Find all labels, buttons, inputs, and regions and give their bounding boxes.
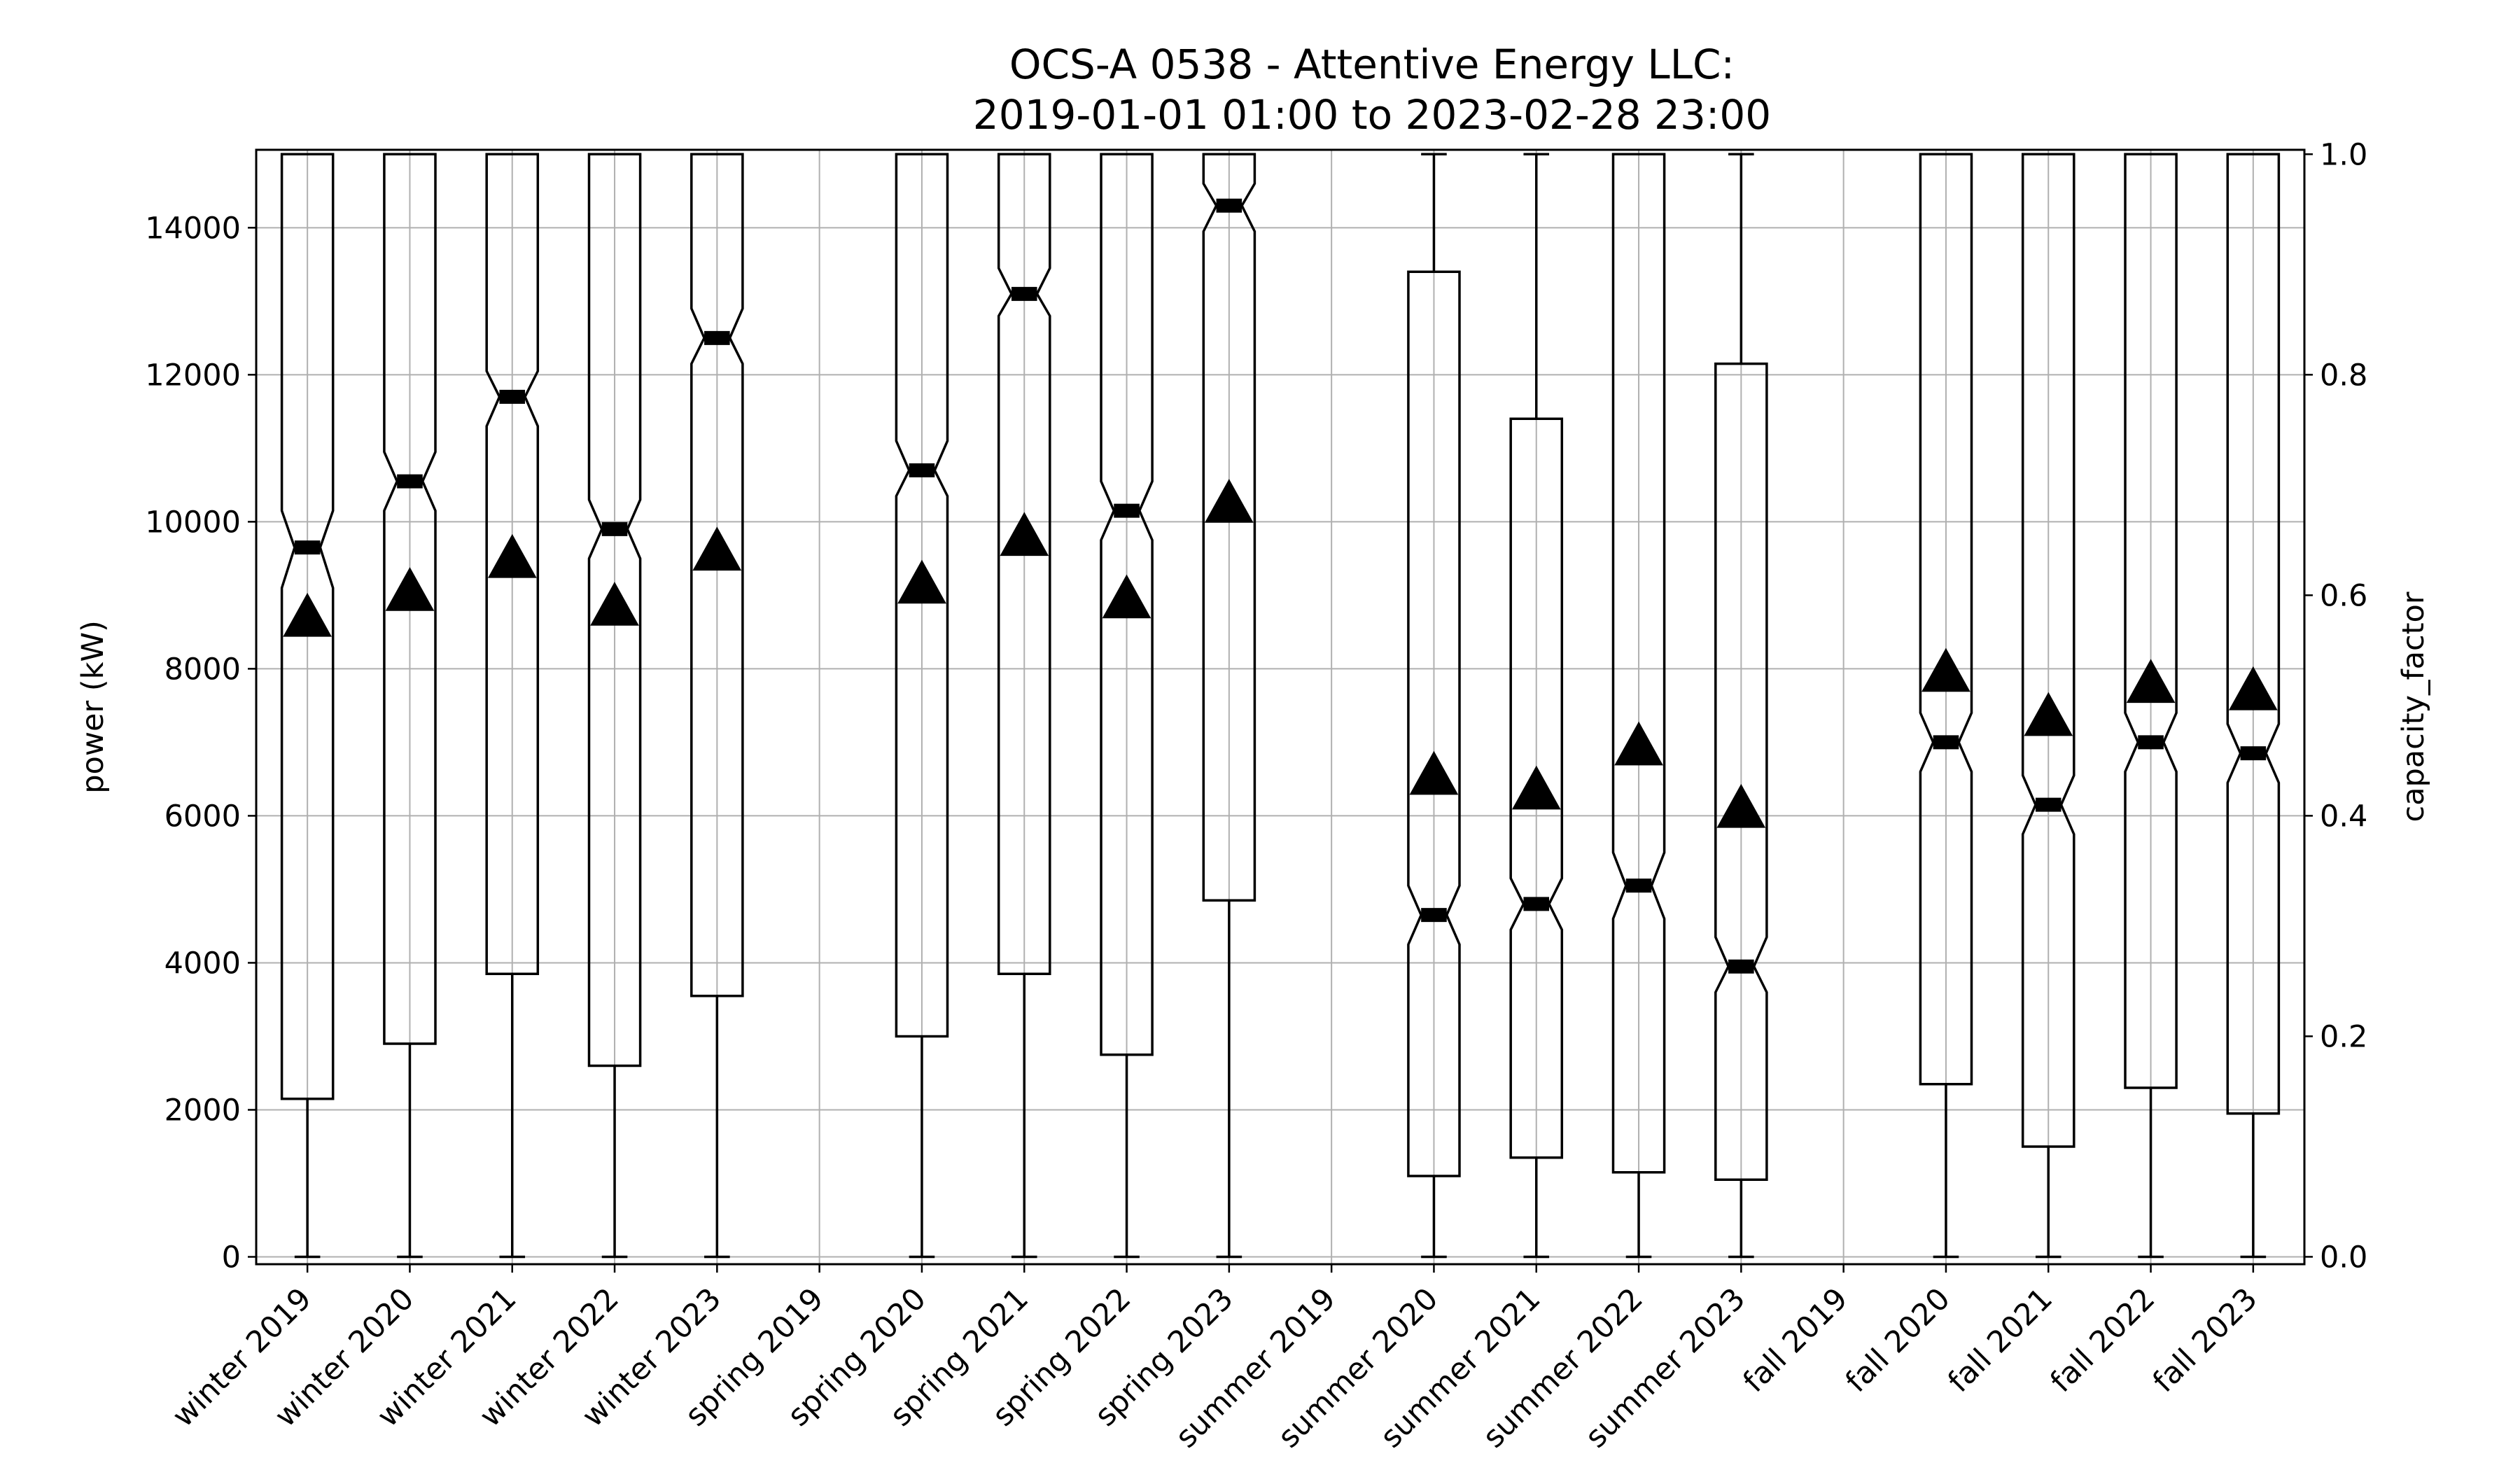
y-tick-label: 4000: [164, 946, 241, 981]
box: [1919, 153, 1973, 1086]
y-tick-label: 0: [222, 1240, 241, 1275]
box: [1100, 153, 1154, 1056]
y2-axis-ticks: 0.0 0.2 0.4 0.6 0.8 1.0: [2304, 137, 2367, 1275]
y2-tick-label: 0.0: [2320, 1240, 2367, 1275]
y2-tick-label: 0.6: [2320, 578, 2367, 613]
y-tick-label: 8000: [164, 652, 241, 687]
y-tick-label: 2000: [164, 1093, 241, 1128]
y-tick-label: 12000: [145, 358, 241, 393]
y2-tick-label: 0.2: [2320, 1019, 2367, 1054]
y2-tick-label: 0.4: [2320, 799, 2367, 834]
chart-title-line-1: OCS-A 0538 - Attentive Energy LLC:: [1009, 41, 1735, 88]
box: [587, 153, 642, 1068]
mean-marker: [1511, 765, 1561, 810]
box: [895, 153, 949, 1038]
y2-tick-label: 1.0: [2320, 137, 2367, 172]
box: [1714, 362, 1768, 1181]
mean-marker: [692, 526, 742, 571]
mean-marker: [1409, 750, 1459, 795]
box: [2226, 153, 2281, 1115]
box: [280, 153, 335, 1100]
mean-marker: [1000, 512, 1049, 556]
y2-axis-label: capacity_factor: [2396, 592, 2431, 822]
box: [997, 153, 1051, 975]
y2-tick-label: 0.8: [2320, 358, 2367, 393]
mean-marker: [283, 592, 332, 637]
box: [2021, 153, 2076, 1148]
box: [1611, 153, 1666, 1174]
box: [1509, 417, 1564, 1159]
box: [383, 153, 437, 1045]
box: [485, 153, 540, 975]
box: [2124, 153, 2178, 1089]
box: [1202, 153, 1256, 902]
mean-markers: [283, 479, 2278, 828]
boxes: [280, 153, 2281, 1259]
y-tick-label: 6000: [164, 799, 241, 834]
mean-marker: [2126, 659, 2176, 704]
mean-marker: [2228, 666, 2278, 710]
y-axis-ticks: 0 2000 4000 6000 8000 10000 12000 14000: [145, 211, 256, 1275]
mean-marker: [385, 567, 435, 611]
chart-title-line-2: 2019-01-01 01:00 to 2023-02-28 23:00: [973, 91, 1771, 139]
mean-marker: [1921, 648, 1970, 692]
plot-frame: [255, 148, 2306, 1266]
mean-marker: [487, 533, 537, 578]
box: [690, 153, 744, 997]
mean-marker: [1716, 783, 1766, 828]
mean-marker: [590, 582, 639, 626]
y-axis-label: power (kW): [76, 620, 111, 794]
mean-marker: [1614, 721, 1663, 766]
mean-marker: [1204, 479, 1254, 523]
mean-marker: [897, 559, 946, 604]
box: [1407, 270, 1461, 1177]
mean-marker: [2024, 692, 2073, 736]
y-tick-label: 14000: [145, 211, 241, 246]
y-tick-label: 10000: [145, 505, 241, 540]
mean-marker: [1102, 574, 1152, 619]
